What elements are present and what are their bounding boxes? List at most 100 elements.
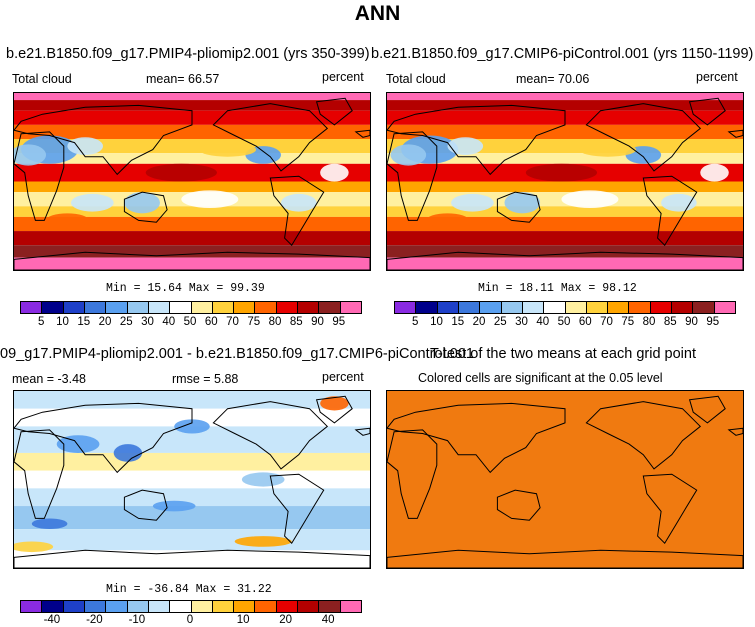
cbar1-tick-label: 80: [268, 316, 282, 328]
map1-coastline: [14, 251, 370, 270]
map3-field-blob: [31, 518, 68, 530]
cbar2-swatch-13: [672, 302, 694, 313]
map1-coastline: [14, 131, 65, 221]
cbar1-tick-label: 50: [183, 316, 197, 328]
map3-field-blob: [320, 396, 349, 411]
map1-coastline: [315, 97, 353, 126]
cbar3-tick-label: 40: [321, 614, 335, 626]
map3-coastline: [269, 473, 325, 545]
map1-svg: [14, 93, 370, 270]
map1-band: [14, 139, 370, 154]
cbar2-swatch-2: [437, 302, 459, 313]
map2-band: [387, 181, 743, 193]
panel1-mean: mean= 66.57: [146, 72, 220, 86]
map4-coastline: [387, 429, 438, 519]
map2-band: [387, 100, 743, 111]
cbar1-swatch-13: [298, 302, 320, 313]
map2-band: [387, 216, 743, 232]
cbar2-tick-label: 5: [412, 316, 419, 328]
cbar1-tick-label: 5: [38, 316, 45, 328]
cbar2-swatch-5: [501, 302, 523, 313]
panel1-var-label: Total cloud: [12, 72, 72, 86]
cbar1-swatch-8: [191, 302, 213, 313]
panel2-colorbar: [394, 301, 736, 314]
map1-coastline: [123, 191, 168, 223]
panel1-map: [13, 92, 371, 271]
cbar2-tick-label: 70: [600, 316, 613, 328]
map1-field-blob: [14, 144, 47, 166]
map2-band: [387, 245, 743, 258]
cbar3-swatch-5: [127, 601, 149, 612]
cbar1-tick-label: 30: [141, 316, 154, 328]
cbar2-tick-label: 20: [472, 316, 486, 328]
map2-field-blob: [579, 142, 637, 157]
cbar1-swatch-2: [63, 302, 85, 313]
map4-coastline: [496, 489, 541, 521]
map1-field-blob: [320, 163, 349, 182]
cbar1-tick-label: 10: [56, 316, 69, 328]
panel2-mean: mean= 70.06: [516, 72, 590, 86]
panel3-mean: mean = -3.48: [12, 372, 87, 386]
cbar2-swatch-8: [565, 302, 587, 313]
cbar2-tick-label: 30: [515, 316, 528, 328]
panel1-minmax: Min = 15.64 Max = 99.39: [106, 282, 265, 295]
cbar1-swatch-15: [340, 302, 361, 313]
cbar3-swatch-6: [148, 601, 171, 612]
map2-field-blob: [561, 190, 619, 209]
cbar2-swatch-7: [544, 302, 566, 313]
cbar3-swatch-15: [340, 601, 361, 612]
map1-field-blob: [70, 193, 114, 212]
map1-coastline: [14, 104, 193, 176]
map3-field-blob: [174, 419, 210, 434]
map4-coastline: [688, 395, 726, 424]
panel2-title: b.e21.B1850.f09_g17.CMIP6-piControl.001 …: [371, 46, 754, 62]
map3-band: [14, 550, 370, 568]
cbar3-swatch-11: [255, 601, 277, 612]
cbar3-tick-label: 20: [279, 614, 293, 626]
cbar3-tick-label: -40: [43, 614, 61, 626]
cbar3-tick-label: 0: [186, 614, 194, 626]
cbar1-tick-label: 25: [119, 316, 133, 328]
cbar3-swatch-2: [63, 601, 85, 612]
map4-coastline: [387, 549, 743, 568]
map3-field-blob: [234, 536, 292, 547]
cbar3-tick-label: 10: [236, 614, 250, 626]
map2-field-blob: [504, 192, 541, 214]
map2-coastline: [642, 175, 698, 247]
map2-coastline: [387, 104, 566, 176]
map3-coastline: [354, 427, 370, 436]
panel3-colorbar-labels: -40 -20 -10 0 10 20 40: [20, 614, 360, 627]
map1-field-blob: [145, 163, 217, 182]
cbar2-swatch-6: [522, 302, 545, 313]
cbar1-swatch-7: [170, 302, 192, 313]
map1-band: [14, 153, 370, 164]
panel1-colorbar-labels: 5 10 15 20 25 30 40 50 60 70 75 80 85 90 95: [20, 316, 360, 330]
panel2-map: [386, 92, 744, 271]
cbar2-swatch-4: [480, 302, 502, 313]
map1-band: [14, 100, 370, 111]
map3-band: [14, 452, 370, 471]
panel4-subtitle: Colored cells are significant at the 0.0…: [418, 371, 663, 385]
map3-band: [14, 506, 370, 530]
map1-band: [14, 206, 370, 217]
map3-coastline: [123, 489, 168, 521]
cbar3-swatch-4: [106, 601, 128, 612]
cbar2-tick-label: 80: [642, 316, 656, 328]
map3-band: [14, 529, 370, 551]
cbar1-tick-label: 85: [289, 316, 303, 328]
map1-band: [14, 124, 370, 140]
panel4-map: [386, 390, 744, 569]
map2-field-blob: [525, 163, 598, 182]
cbar3-swatch-1: [42, 601, 64, 612]
cbar1-swatch-10: [234, 302, 256, 313]
map2-coastline: [585, 103, 702, 172]
cbar1-swatch-0: [21, 302, 43, 313]
cbar1-swatch-6: [148, 302, 171, 313]
cbar3-swatch-3: [84, 601, 107, 612]
map1-band: [14, 257, 370, 270]
map2-field-blob: [426, 213, 469, 228]
panel3-colorbar: [20, 600, 362, 613]
map1-field-blob: [46, 213, 89, 228]
map2-coastline: [387, 251, 743, 270]
map2-field-blob: [700, 163, 729, 182]
